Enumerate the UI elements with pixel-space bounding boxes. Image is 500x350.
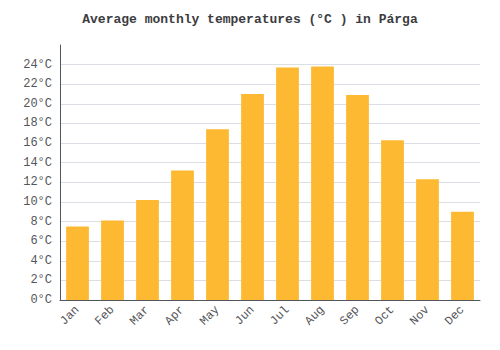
svg-text:24°C: 24°C (23, 58, 52, 72)
svg-text:Apr: Apr (162, 303, 187, 328)
svg-text:Mar: Mar (127, 303, 152, 328)
svg-text:Dec: Dec (442, 303, 467, 328)
svg-text:Jul: Jul (267, 303, 292, 328)
svg-text:Feb: Feb (92, 303, 117, 328)
svg-text:Jun: Jun (232, 303, 257, 328)
svg-text:14°C: 14°C (23, 156, 52, 170)
svg-text:4°C: 4°C (30, 254, 52, 268)
svg-text:2°C: 2°C (30, 273, 52, 287)
svg-text:16°C: 16°C (23, 136, 52, 150)
svg-text:10°C: 10°C (23, 195, 52, 209)
svg-text:20°C: 20°C (23, 97, 52, 111)
svg-text:May: May (197, 303, 222, 328)
svg-text:Jan: Jan (57, 303, 82, 328)
svg-text:Average monthly temperatures (: Average monthly temperatures (°C ) in Pá… (82, 12, 418, 27)
svg-text:22°C: 22°C (23, 77, 52, 91)
svg-text:Aug: Aug (302, 303, 327, 328)
svg-text:Oct: Oct (372, 303, 397, 328)
svg-text:8°C: 8°C (30, 215, 52, 229)
svg-text:Nov: Nov (407, 303, 432, 328)
svg-text:6°C: 6°C (30, 234, 52, 248)
svg-text:18°C: 18°C (23, 116, 52, 130)
svg-text:Sep: Sep (337, 303, 362, 328)
svg-text:12°C: 12°C (23, 175, 52, 189)
svg-text:0°C: 0°C (30, 293, 52, 307)
